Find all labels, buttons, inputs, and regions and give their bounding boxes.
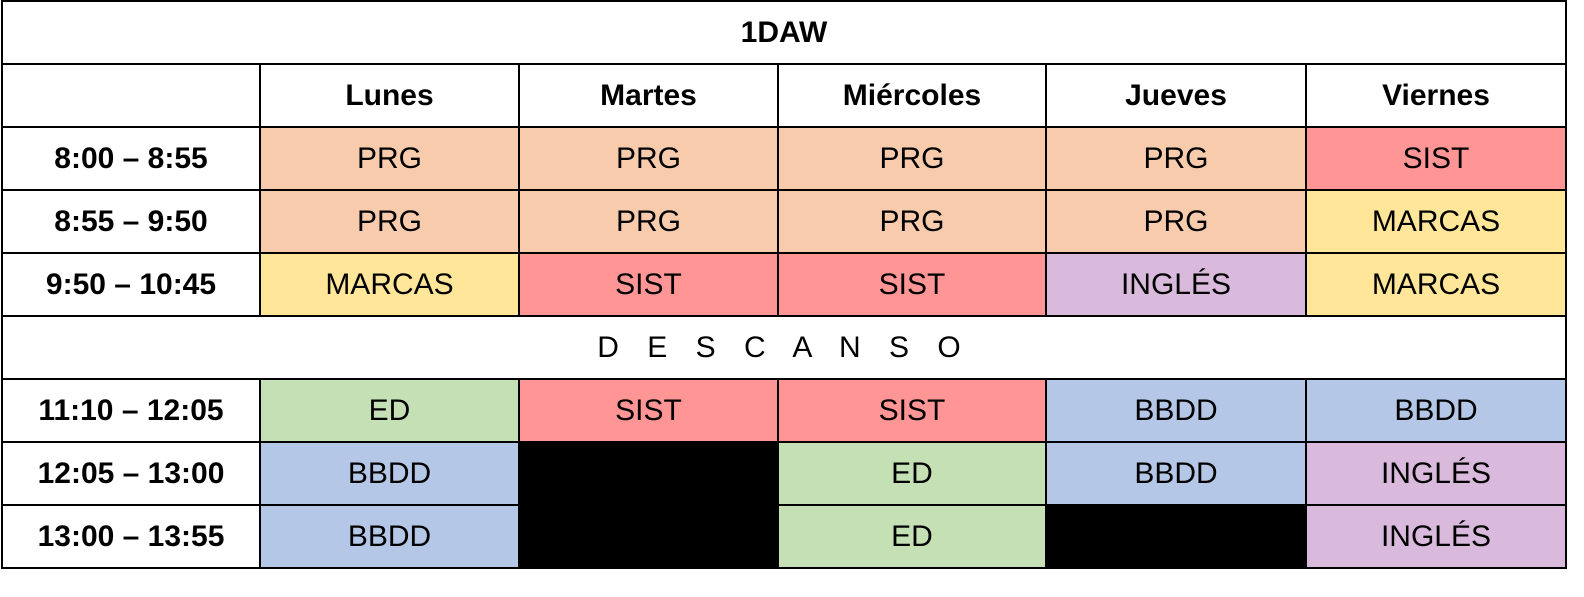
break-label: D E S C A N S O [1, 315, 1567, 380]
subject-cell-martes: SIST [518, 378, 779, 443]
period-row: 9:50 – 10:45 MARCAS SIST SIST INGLÉS MARCAS [1, 252, 1567, 317]
free-period-cell-martes [518, 441, 779, 506]
free-period-cell-martes [518, 504, 779, 569]
subject-cell-lunes: ED [259, 378, 520, 443]
subject-cell-lunes: MARCAS [259, 252, 520, 317]
period-row: 13:00 – 13:55 BBDD ED INGLÉS [1, 504, 1567, 569]
subject-cell-viernes: INGLÉS [1305, 441, 1567, 506]
subject-cell-lunes: BBDD [259, 504, 520, 569]
subject-cell-lunes: PRG [259, 126, 520, 191]
days-header-row: Lunes Martes Miércoles Jueves Viernes [1, 63, 1567, 128]
subject-cell-miercoles: SIST [777, 378, 1047, 443]
corner-cell [1, 63, 261, 128]
day-header-miercoles: Miércoles [777, 63, 1047, 128]
subject-cell-martes: PRG [518, 189, 779, 254]
day-header-lunes: Lunes [259, 63, 520, 128]
subject-cell-viernes: BBDD [1305, 378, 1567, 443]
time-slot-cell: 8:55 – 9:50 [1, 189, 261, 254]
subject-cell-viernes: SIST [1305, 126, 1567, 191]
period-row: 8:00 – 8:55 PRG PRG PRG PRG SIST [1, 126, 1567, 191]
day-header-martes: Martes [518, 63, 779, 128]
schedule-title: 1DAW [1, 0, 1567, 65]
subject-cell-jueves: BBDD [1045, 378, 1307, 443]
subject-cell-jueves: PRG [1045, 126, 1307, 191]
subject-cell-lunes: BBDD [259, 441, 520, 506]
subject-cell-viernes: INGLÉS [1305, 504, 1567, 569]
schedule-table: 1DAW Lunes Martes Miércoles Jueves Viern… [1, 0, 1567, 569]
title-row: 1DAW [1, 0, 1567, 65]
time-slot-cell: 8:00 – 8:55 [1, 126, 261, 191]
subject-cell-viernes: MARCAS [1305, 189, 1567, 254]
free-period-cell-jueves [1045, 504, 1307, 569]
time-slot-cell: 9:50 – 10:45 [1, 252, 261, 317]
subject-cell-miercoles: ED [777, 441, 1047, 506]
time-slot-cell: 12:05 – 13:00 [1, 441, 261, 506]
subject-cell-lunes: PRG [259, 189, 520, 254]
subject-cell-miercoles: PRG [777, 189, 1047, 254]
subject-cell-miercoles: PRG [777, 126, 1047, 191]
subject-cell-jueves: PRG [1045, 189, 1307, 254]
subject-cell-martes: PRG [518, 126, 779, 191]
time-slot-cell: 11:10 – 12:05 [1, 378, 261, 443]
time-slot-cell: 13:00 – 13:55 [1, 504, 261, 569]
day-header-viernes: Viernes [1305, 63, 1567, 128]
subject-cell-miercoles: SIST [777, 252, 1047, 317]
period-row: 12:05 – 13:00 BBDD ED BBDD INGLÉS [1, 441, 1567, 506]
period-row: 11:10 – 12:05 ED SIST SIST BBDD BBDD [1, 378, 1567, 443]
subject-cell-jueves: BBDD [1045, 441, 1307, 506]
subject-cell-jueves: INGLÉS [1045, 252, 1307, 317]
period-row: 8:55 – 9:50 PRG PRG PRG PRG MARCAS [1, 189, 1567, 254]
break-row: D E S C A N S O [1, 315, 1567, 380]
subject-cell-martes: SIST [518, 252, 779, 317]
subject-cell-miercoles: ED [777, 504, 1047, 569]
day-header-jueves: Jueves [1045, 63, 1307, 128]
subject-cell-viernes: MARCAS [1305, 252, 1567, 317]
